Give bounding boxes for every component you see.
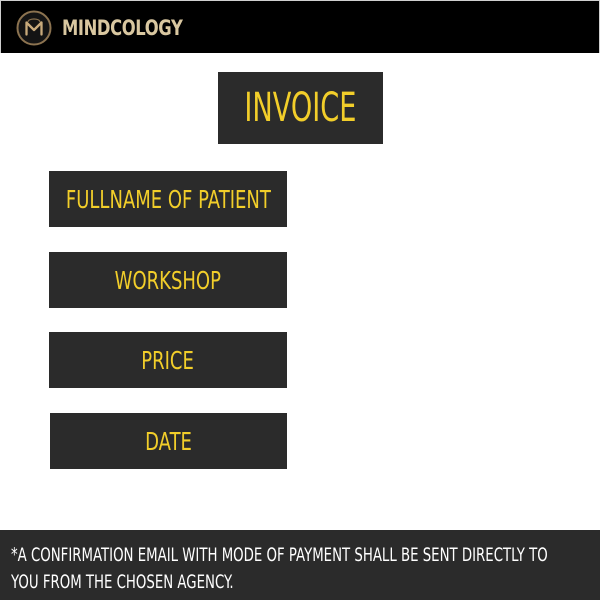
field-label-text: WORKSHOP: [114, 265, 222, 295]
field-label-text: PRICE: [141, 345, 195, 375]
field-price: PRICE: [49, 332, 287, 388]
field-fullname-of-patient: FULLNAME OF PATIENT: [49, 171, 287, 227]
brand-name: MINDCOLOGY: [62, 16, 183, 40]
field-date: DATE: [50, 413, 287, 469]
brain-m-logo-icon: [16, 10, 52, 46]
field-label-text: DATE: [145, 426, 192, 456]
confirmation-note-banner: *A CONFIRMATION EMAIL WITH MODE OF PAYME…: [0, 530, 600, 600]
field-workshop: WORKSHOP: [49, 252, 287, 308]
header-bar: MINDCOLOGY: [0, 0, 600, 53]
invoice-title: INVOICE: [218, 72, 383, 144]
invoice-title-text: INVOICE: [244, 85, 357, 131]
field-label-text: FULLNAME OF PATIENT: [65, 184, 271, 214]
confirmation-note-text: *A CONFIRMATION EMAIL WITH MODE OF PAYME…: [11, 544, 548, 593]
